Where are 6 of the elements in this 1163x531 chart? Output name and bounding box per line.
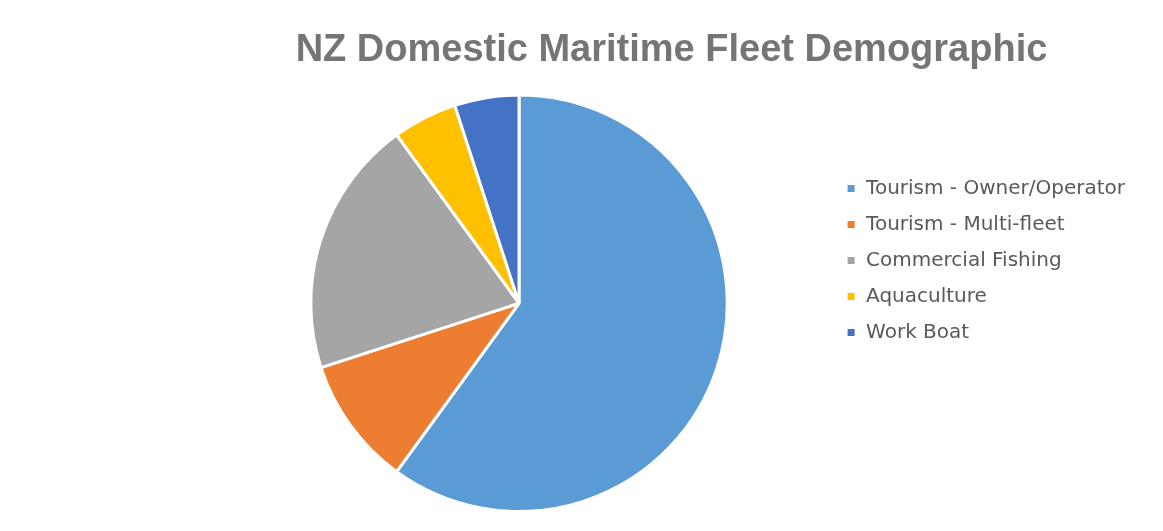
legend-label: Commercial Fishing — [866, 246, 1062, 271]
legend-label: Work Boat — [866, 318, 970, 343]
legend-label: Tourism - Multi-fleet — [865, 210, 1065, 235]
chart-title: NZ Domestic Maritime Fleet Demographic — [295, 27, 1048, 70]
legend-label: Tourism - Owner/Operator — [865, 174, 1126, 199]
legend-label: Aquaculture — [866, 282, 987, 307]
